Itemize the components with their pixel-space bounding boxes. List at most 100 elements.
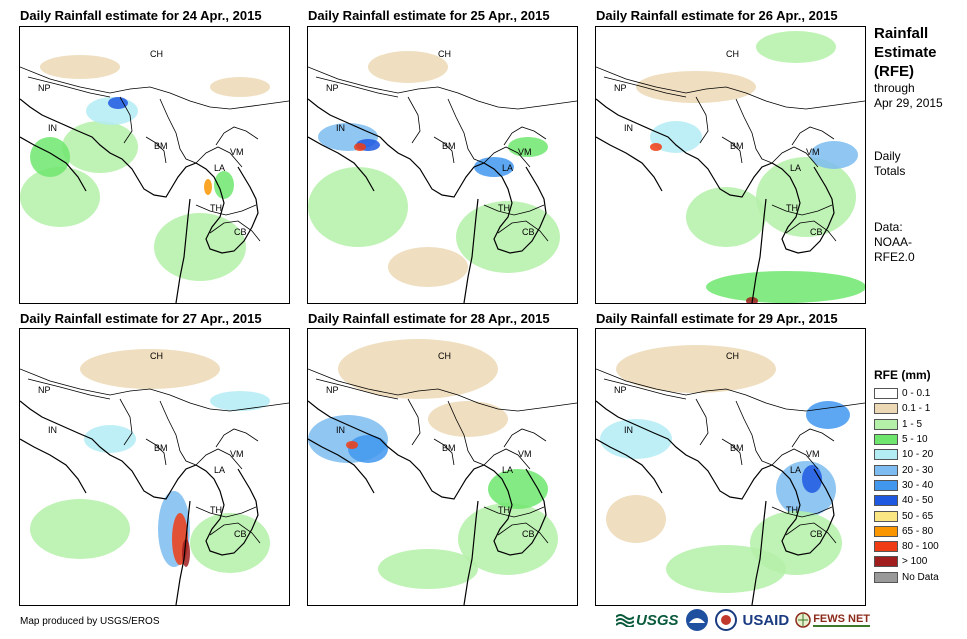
panel-title-27apr: Daily Rainfall estimate for 27 Apr., 201… [20,311,262,326]
country-label: LA [790,465,801,475]
legend-label: 5 - 10 [902,434,928,446]
country-border [433,438,455,466]
country-border [159,400,197,466]
coastline [463,500,479,605]
rfe-legend: RFE (mm) 0 - 0.1 0.1 - 1 1 - 5 5 - 10 10 - 2… [874,368,939,585]
country-border [195,146,243,168]
map-panel-24apr: CH NP IN BM LA VM TH CB [19,26,290,304]
rainfall-area [600,419,672,459]
rainfall-map: CH NP IN BM LA VM TH CB [596,31,865,303]
map-panel-28apr: CH NP IN BM LA VM TH CB [307,328,578,606]
country-border [215,428,259,448]
usaid-seal-icon [714,609,737,631]
country-label: TH [210,505,222,515]
rainfall-area [388,247,468,287]
country-label: CH [150,351,163,361]
country-border [721,136,743,164]
logo-strip: USGS USAID FEWS NET [616,605,871,635]
country-border [27,76,111,98]
country-border [771,146,819,168]
country-border [119,96,133,144]
rainfall-area [706,271,865,303]
country-label: LA [214,465,225,475]
legend-swatch [874,418,898,430]
country-label: NP [614,385,627,395]
country-label: CH [726,351,739,361]
country-label: VM [518,147,532,157]
panel-title-28apr: Daily Rainfall estimate for 28 Apr., 201… [308,311,550,326]
rainfall-area [474,157,514,177]
rainfall-area [108,97,128,109]
legend-item: 10 - 20 [874,447,939,462]
country-border [315,378,399,400]
rainfall-map: CH NP IN BM LA VM TH CB [308,339,577,605]
rainfall-area [210,77,270,97]
fews-net-logo: FEWS NET [795,612,871,628]
country-border [483,448,531,470]
country-label: VM [230,147,244,157]
rainfall-area [346,441,358,449]
legend-label: 80 - 100 [902,541,939,553]
rainfall-area [368,51,448,83]
legend-item: 0 - 0.1 [874,386,939,401]
rainfall-area [616,345,776,393]
country-label: NP [326,83,339,93]
country-border [407,96,421,144]
usgs-logo: USGS [616,612,679,629]
noaa-logo-icon [685,609,708,631]
country-border [735,98,773,164]
country-label: BM [154,141,168,151]
rainfall-area [210,391,270,411]
coastline [751,500,767,605]
country-border [145,438,167,466]
country-label: CB [522,529,535,539]
legend-label: 1 - 5 [902,418,923,430]
country-label: CB [810,227,823,237]
info-data: Data: [874,220,903,234]
country-border [209,220,261,242]
country-label: TH [498,505,510,515]
country-border [145,136,167,164]
legend-label: > 100 [902,556,928,568]
country-label: CH [726,49,739,59]
country-label: TH [498,203,510,213]
rainfall-area [428,401,508,437]
legend-item: 80 - 100 [874,539,939,554]
panel-title-29apr: Daily Rainfall estimate for 29 Apr., 201… [596,311,838,326]
country-border [215,126,259,146]
legend-swatch [874,571,898,583]
country-border [315,76,399,98]
country-label: VM [806,147,820,157]
country-label: VM [806,449,820,459]
fews-globe-icon [795,612,811,628]
legend-item: 65 - 80 [874,524,939,539]
legend-label: 0.1 - 1 [902,403,931,415]
rainfall-area [308,167,408,247]
rainfall-area [214,171,234,199]
country-border [721,438,743,466]
country-label: BM [442,443,456,453]
country-border [119,398,133,446]
country-label: CB [522,227,535,237]
country-border [785,220,837,242]
legend-label: 0 - 0.1 [902,388,931,400]
country-label: VM [518,449,532,459]
country-border [407,398,421,446]
country-label: LA [790,163,801,173]
country-label: CB [234,529,247,539]
rainfall-area [456,201,560,273]
country-border [195,506,257,518]
rainfall-area [204,179,212,195]
legend-label: 10 - 20 [902,449,934,461]
country-border [195,448,243,470]
rainfall-area [80,349,220,389]
country-border [20,368,289,412]
legend-label: 20 - 30 [902,464,934,476]
rainfall-map: CH NP IN BM LA VM TH CB [20,49,289,303]
country-border [503,428,547,448]
legend-item: 0.1 - 1 [874,401,939,416]
legend-item: 50 - 65 [874,508,939,523]
country-label: BM [730,443,744,453]
rainfall-area [354,143,366,151]
rainfall-area [30,137,70,177]
